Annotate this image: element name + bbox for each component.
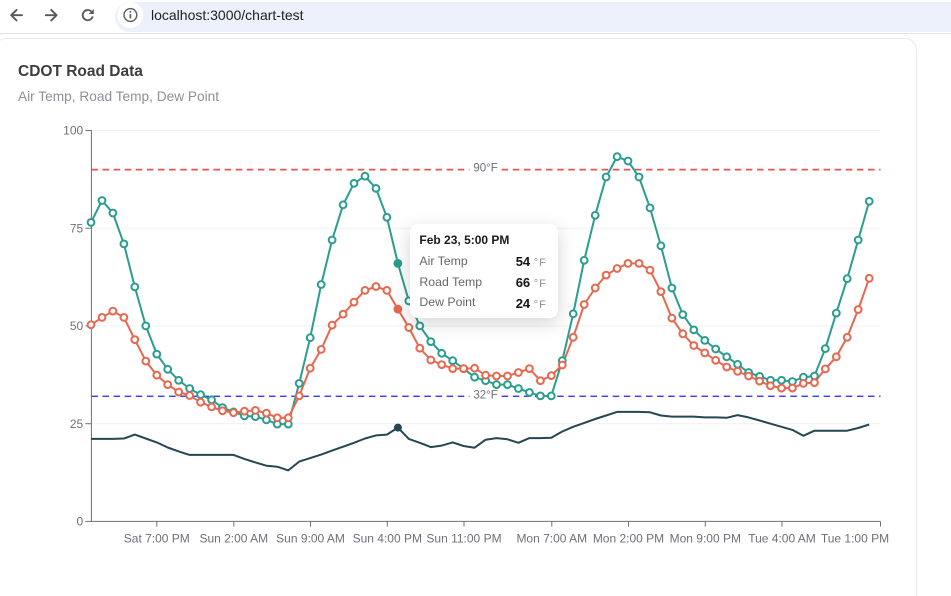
svg-text:Mon 9:00 PM: Mon 9:00 PM: [670, 532, 741, 546]
svg-text:50: 50: [70, 319, 84, 333]
svg-text:Mon 2:00 PM: Mon 2:00 PM: [593, 532, 664, 546]
svg-text:Tue 1:00 PM: Tue 1:00 PM: [821, 532, 889, 546]
svg-text:100: 100: [63, 124, 83, 138]
svg-text:32°F: 32°F: [473, 389, 497, 401]
svg-text:Sun 4:00 PM: Sun 4:00 PM: [353, 532, 422, 546]
svg-text:90°F: 90°F: [473, 163, 497, 175]
svg-text:Mon 7:00 AM: Mon 7:00 AM: [516, 532, 587, 546]
svg-text:25: 25: [70, 417, 84, 431]
svg-text:Sat 7:00 PM: Sat 7:00 PM: [124, 532, 190, 546]
svg-text:Tue 4:00 AM: Tue 4:00 AM: [748, 532, 816, 546]
svg-text:Sun 9:00 AM: Sun 9:00 AM: [276, 532, 345, 546]
svg-text:Sun 2:00 AM: Sun 2:00 AM: [199, 532, 268, 546]
svg-text:75: 75: [70, 221, 84, 235]
svg-text:0: 0: [77, 515, 84, 529]
svg-text:Sun 11:00 PM: Sun 11:00 PM: [426, 532, 501, 546]
